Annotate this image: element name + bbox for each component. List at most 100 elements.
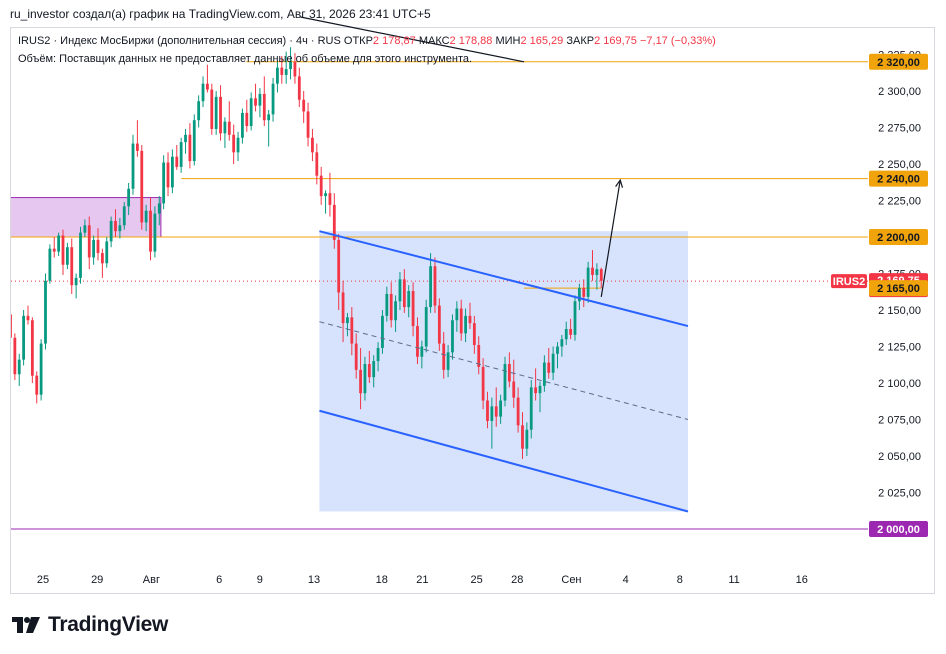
level-badge-2-text: 2 200,00: [877, 232, 920, 244]
candle: [591, 250, 594, 281]
candle-body: [254, 98, 257, 106]
candle: [350, 307, 354, 356]
candle-body: [22, 315, 26, 360]
candle-body: [100, 253, 104, 264]
annotation-stroke: [300, 16, 525, 63]
time-axis[interactable]: 25 29 Авг 6 9 13 18 21 25 28 Сен 4 8 11 16: [37, 574, 808, 586]
candle: [442, 331, 446, 379]
candle: [420, 340, 424, 369]
symbol-legend[interactable]: IRUS2 · Индекс МосБиржи (дополнительная …: [18, 35, 716, 47]
candle: [100, 248, 104, 278]
candle: [61, 229, 65, 275]
candle: [481, 358, 485, 410]
attribution-header: ru_investor создал(а) график на TradingV…: [10, 7, 431, 21]
candle: [486, 391, 489, 429]
chart-frame[interactable]: [10, 27, 935, 594]
candle: [556, 342, 559, 369]
candle: [131, 134, 135, 195]
candle-body: [538, 385, 542, 394]
x-tick-label: 8: [677, 574, 683, 586]
candle: [459, 299, 463, 341]
tradingview-logo-icon: [12, 617, 40, 633]
candle-body: [424, 307, 428, 347]
candle-body: [516, 397, 520, 426]
candle: [74, 273, 78, 299]
candle-body: [289, 61, 292, 70]
candle-body: [74, 277, 78, 286]
level-badge-4-bg: [869, 521, 928, 537]
candle-body: [192, 120, 196, 162]
candle-body: [486, 400, 489, 421]
candle: [573, 295, 577, 341]
candle: [289, 47, 292, 80]
candle-body: [512, 381, 516, 398]
y-tick-label: 2 025,00: [878, 488, 921, 500]
candle-body: [525, 429, 529, 449]
tradingview-logo[interactable]: TradingView: [12, 613, 168, 637]
candle-body: [245, 112, 249, 127]
candle-body: [297, 76, 301, 100]
symbol-tag-text: IRUS2: [833, 276, 865, 288]
candle: [538, 381, 542, 413]
candle: [83, 219, 87, 237]
candle: [188, 123, 192, 169]
y-tick-label: 2 300,00: [878, 86, 921, 98]
candle: [96, 228, 100, 261]
descending-channel[interactable]: [319, 230, 689, 513]
legend-high-label: МАКС: [418, 35, 450, 47]
y-tick-label: 2 225,00: [878, 196, 921, 208]
candle: [179, 137, 183, 173]
candle: [35, 371, 39, 404]
level-badge-2-bg: [869, 229, 928, 245]
candle: [319, 166, 323, 205]
candle: [13, 333, 17, 381]
candle: [92, 235, 96, 265]
candle-body: [144, 210, 148, 223]
candle: [512, 359, 516, 408]
candle-body: [52, 248, 56, 252]
candle: [149, 197, 152, 261]
candle: [79, 226, 82, 284]
candle-body: [140, 150, 144, 223]
candle: [241, 108, 244, 144]
candle-body: [44, 280, 47, 344]
arrow-head: [615, 178, 624, 188]
candle-body: [459, 308, 463, 334]
candle: [411, 282, 415, 337]
candle: [385, 286, 389, 322]
candle-body: [556, 346, 559, 354]
candle: [192, 114, 196, 166]
candle: [494, 387, 498, 427]
candle-body: [442, 343, 446, 370]
candle-body: [184, 134, 187, 143]
candle-body: [170, 156, 174, 188]
candle: [249, 92, 253, 131]
candle: [17, 353, 21, 386]
y-tick-label: 2 050,00: [878, 451, 921, 463]
candle: [507, 352, 511, 388]
candle-body: [451, 320, 454, 353]
candle-body: [359, 369, 362, 394]
candle-body: [337, 239, 341, 293]
candle-body: [284, 69, 288, 75]
candle: [341, 280, 345, 343]
candle-body: [542, 362, 546, 386]
candle-body: [560, 339, 564, 347]
candle-body: [433, 266, 437, 306]
price-badges: 2 320,002 240,002 200,002 000,002 169,75…: [831, 53, 928, 537]
legend-low-value: 2 165,29: [520, 35, 564, 47]
projection-arrow[interactable]: [600, 178, 624, 297]
candle-body: [569, 328, 573, 335]
candle: [346, 312, 349, 337]
candle-body: [114, 220, 117, 232]
candle: [52, 237, 56, 258]
candle-body: [35, 375, 39, 395]
candle: [227, 101, 231, 141]
candle: [315, 143, 319, 185]
candle-body: [153, 213, 157, 252]
price-axis[interactable]: 2 325,002 300,002 275,002 250,002 225,00…: [878, 50, 921, 537]
candle: [337, 234, 341, 310]
candle-body: [363, 364, 367, 394]
candle: [446, 345, 450, 378]
